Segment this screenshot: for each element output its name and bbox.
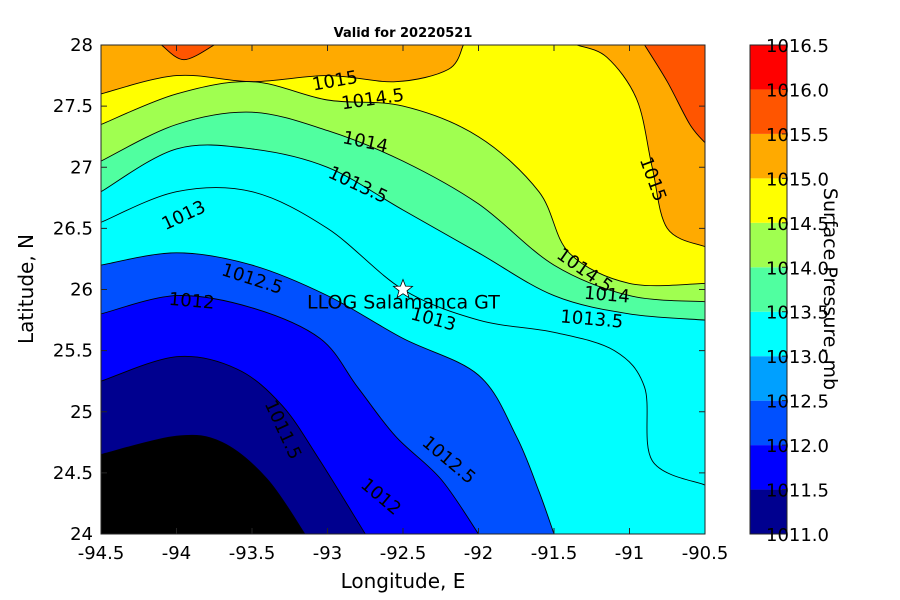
- pressure-band: [101, 435, 305, 534]
- colorbar-tick-label: 1013.0: [766, 347, 829, 368]
- colorbar-segment: [750, 356, 787, 401]
- colorbar-tick-label: 1014.5: [766, 214, 829, 235]
- y-tick-label: 25.5: [53, 341, 93, 362]
- x-tick-label: -94: [162, 543, 191, 564]
- isobar-line: [101, 355, 366, 534]
- y-tick-label: 25: [70, 402, 93, 423]
- isobar-lines: [101, 45, 705, 534]
- colorbar-segment: [750, 400, 787, 446]
- colorbar-segment: [750, 445, 787, 490]
- plot-area: 10151014.510141013.510131012.51012101310…: [100, 44, 706, 535]
- isobar-line: [576, 45, 705, 248]
- chart-title: Valid for 20220521: [334, 26, 473, 41]
- isobar-line: [101, 144, 705, 321]
- y-axis: 24 24.5 25 25.5 26 26.5 27 27.5 28: [53, 35, 705, 545]
- colorbar-tick-label: 1015.5: [766, 125, 829, 146]
- x-tick-label: -93: [313, 543, 342, 564]
- pressure-band: [644, 45, 705, 143]
- isobar-line: [101, 111, 705, 303]
- colorbar-tick-label: 1011.0: [766, 525, 829, 546]
- marker-label: LLOG Salamanca GT: [307, 292, 500, 314]
- y-tick-label: 27: [70, 157, 93, 178]
- colorbar-tick-label: 1011.5: [766, 481, 829, 502]
- isobar-line: [644, 45, 705, 144]
- colorbar-segment: [750, 267, 787, 312]
- colorbar-label: Surface Pressure, mb: [819, 188, 841, 390]
- x-axis-label: Longitude, E: [341, 569, 466, 593]
- x-tick-label: -92.5: [380, 543, 427, 564]
- colorbar-tick-label: 1014.0: [766, 258, 829, 279]
- isobar-line: [101, 295, 479, 534]
- colorbar-tick-label: 1012.5: [766, 392, 829, 413]
- x-tick-label: -91: [615, 543, 644, 564]
- isobar-line: [101, 187, 705, 486]
- colorbar-segment: [750, 133, 787, 179]
- star-icon: [392, 278, 414, 299]
- colorbar-frame: [749, 44, 788, 535]
- x-tick-label: -90.5: [682, 543, 729, 564]
- colorbar-segment: [750, 178, 787, 223]
- isobar-label: 1012: [168, 289, 215, 314]
- isobar-line: [101, 81, 705, 287]
- colorbar-segment: [750, 222, 787, 268]
- isobar-line: [161, 45, 215, 61]
- colorbar-tick-label: 1016.0: [766, 80, 829, 101]
- x-tick-label: -94.5: [78, 543, 125, 564]
- colorbar-segment: [750, 89, 787, 134]
- y-axis-label: Latitude, N: [14, 234, 38, 344]
- y-tick-label: 24: [70, 524, 93, 545]
- isobar-line: [101, 434, 306, 534]
- colorbar-segment: [750, 311, 787, 357]
- y-tick-label: 28: [70, 35, 93, 56]
- x-tick-label: -92: [464, 543, 493, 564]
- y-tick-label: 26: [70, 280, 93, 301]
- x-tick-label: -91.5: [531, 543, 578, 564]
- platform-marker: LLOG Salamanca GT: [307, 278, 500, 314]
- isobar-line: [101, 252, 555, 534]
- colorbar-tick-label: 1015.0: [766, 169, 829, 190]
- pressure-band: [576, 45, 705, 247]
- colorbar-tick-label: 1013.5: [766, 303, 829, 324]
- isobar-label: 1014: [583, 283, 630, 308]
- colorbar-tick-label: 1016.5: [766, 36, 829, 57]
- colorbar-segment: [750, 489, 787, 534]
- colorbar-segment: [750, 45, 787, 90]
- pressure-band: [101, 45, 705, 286]
- colorbar: 1011.0 1011.5 1012.0 1012.5 1013.0 1013.5 1014…: [749, 36, 829, 546]
- x-tick-label: -93.5: [229, 543, 276, 564]
- colorbar-tick-label: 1012.0: [766, 436, 829, 457]
- x-axis: -94.5 -94 -93.5 -93 -92.5 -92 -91.5 -91 -90.5: [78, 45, 729, 564]
- y-tick-label: 26.5: [53, 218, 93, 239]
- y-tick-label: 27.5: [53, 96, 93, 117]
- isobar-line: [101, 45, 464, 95]
- y-tick-label: 24.5: [53, 463, 93, 484]
